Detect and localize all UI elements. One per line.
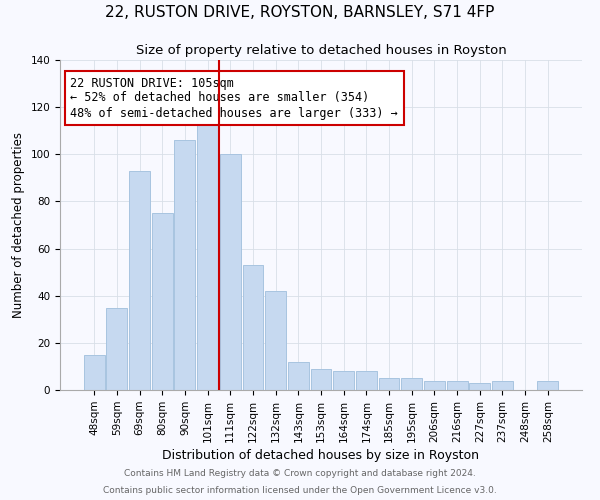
Bar — [152, 213, 173, 390]
Title: Size of property relative to detached houses in Royston: Size of property relative to detached ho… — [136, 44, 506, 58]
Text: 22, RUSTON DRIVE, ROYSTON, BARNSLEY, S71 4FP: 22, RUSTON DRIVE, ROYSTON, BARNSLEY, S71… — [106, 5, 494, 20]
Bar — [129, 171, 150, 390]
Bar — [84, 354, 104, 390]
Bar — [106, 308, 127, 390]
Bar — [424, 380, 445, 390]
Bar — [242, 265, 263, 390]
Bar — [492, 380, 513, 390]
Bar — [469, 383, 490, 390]
Bar — [379, 378, 400, 390]
Bar — [197, 124, 218, 390]
Bar — [538, 380, 558, 390]
Text: Contains HM Land Registry data © Crown copyright and database right 2024.: Contains HM Land Registry data © Crown c… — [124, 468, 476, 477]
Text: Contains public sector information licensed under the Open Government Licence v3: Contains public sector information licen… — [103, 486, 497, 495]
Bar — [265, 291, 286, 390]
Bar — [311, 369, 331, 390]
Bar — [446, 380, 467, 390]
Bar — [220, 154, 241, 390]
Bar — [356, 371, 377, 390]
Bar — [401, 378, 422, 390]
X-axis label: Distribution of detached houses by size in Royston: Distribution of detached houses by size … — [163, 449, 479, 462]
Bar — [175, 140, 196, 390]
Text: 22 RUSTON DRIVE: 105sqm
← 52% of detached houses are smaller (354)
48% of semi-d: 22 RUSTON DRIVE: 105sqm ← 52% of detache… — [70, 76, 398, 120]
Bar — [288, 362, 309, 390]
Y-axis label: Number of detached properties: Number of detached properties — [12, 132, 25, 318]
Bar — [333, 371, 354, 390]
